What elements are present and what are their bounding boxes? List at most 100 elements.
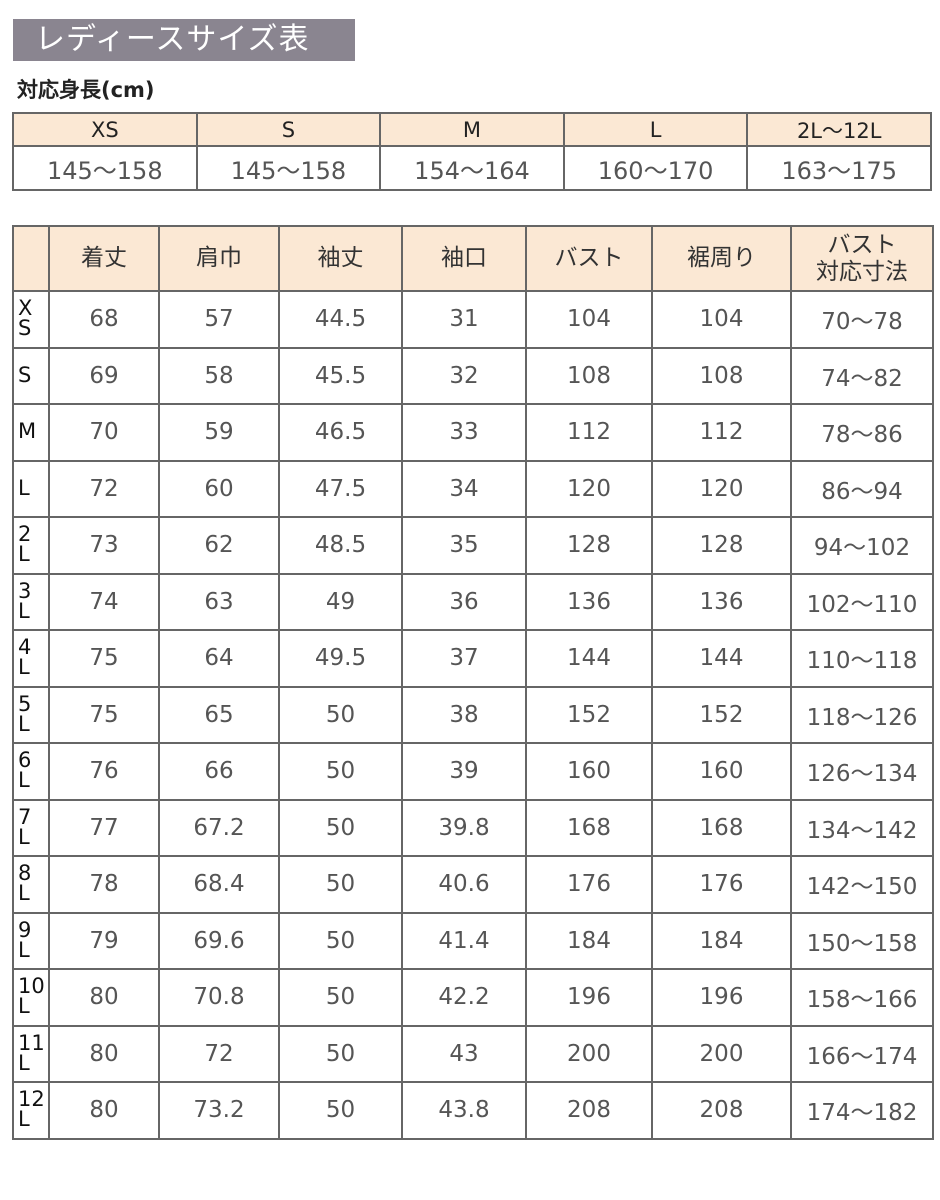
column-header	[12, 225, 50, 292]
measurement-cell: 112	[651, 403, 792, 462]
measurement-cell: 120	[525, 459, 653, 518]
measurement-cell: 76	[48, 742, 160, 801]
size-label: 3L	[12, 572, 50, 631]
measurement-cell: 78	[48, 855, 160, 914]
table-row: XS 68 57 44.5 31 104 104 70〜78	[12, 290, 934, 349]
measurement-cell: 102〜110	[790, 572, 934, 631]
measurement-cell: 72	[158, 1024, 280, 1083]
measurement-cell: 68	[48, 290, 160, 349]
measurement-cell: 50	[278, 1024, 403, 1083]
measurement-cell: 70	[48, 403, 160, 462]
measurement-cell: 110〜118	[790, 629, 934, 688]
height-range-cell: 160〜170	[562, 145, 749, 191]
table-row: 3L 74 63 49 36 136 136 102〜110	[12, 572, 934, 631]
measurement-cell: 184	[525, 911, 653, 970]
measurement-cell: 48.5	[278, 516, 403, 575]
measurement-cell: 41.4	[401, 911, 527, 970]
measurement-cell: 104	[525, 290, 653, 349]
measurement-cell: 176	[651, 855, 792, 914]
size-label: 10L	[12, 968, 50, 1027]
size-label-text: 10L	[18, 974, 45, 1019]
measurement-cell: 166〜174	[790, 1024, 934, 1083]
measurement-cell: 38	[401, 685, 527, 744]
measurement-cell: 64	[158, 629, 280, 688]
measurement-cell: 126〜134	[790, 742, 934, 801]
column-header: 着丈	[48, 225, 160, 292]
measurement-cell: 74	[48, 572, 160, 631]
measurement-cell: 59	[158, 403, 280, 462]
measurement-cell: 34	[401, 459, 527, 518]
measurement-cell: 45.5	[278, 346, 403, 405]
measurement-cell: 80	[48, 968, 160, 1027]
table-row: 11L 80 72 50 43 200 200 166〜174	[12, 1024, 934, 1083]
measurement-cell: 47.5	[278, 459, 403, 518]
measurement-cell: 134〜142	[790, 798, 934, 857]
measurement-cell: 32	[401, 346, 527, 405]
size-table: 着丈 肩巾 袖丈 袖口 バスト 裾周り バスト 対応寸法 XS 68 57 44.5 31 104 10…	[12, 225, 934, 1140]
size-label: L	[12, 459, 50, 518]
size-label: XS	[12, 290, 50, 349]
measurement-cell: 73.2	[158, 1081, 280, 1140]
size-label: 8L	[12, 855, 50, 914]
measurement-cell: 70〜78	[790, 290, 934, 349]
measurement-cell: 75	[48, 629, 160, 688]
column-header: 肩巾	[158, 225, 280, 292]
measurement-cell: 68.4	[158, 855, 280, 914]
measurement-cell: 50	[278, 1081, 403, 1140]
size-label: 7L	[12, 798, 50, 857]
table-row: L 72 60 47.5 34 120 120 86〜94	[12, 459, 934, 518]
measurement-cell: 160	[651, 742, 792, 801]
size-label: M	[12, 403, 50, 462]
measurement-cell: 43.8	[401, 1081, 527, 1140]
measurement-cell: 86〜94	[790, 459, 934, 518]
height-size-header: XS	[12, 112, 198, 147]
measurement-cell: 78〜86	[790, 403, 934, 462]
measurement-cell: 70.8	[158, 968, 280, 1027]
column-header: 袖丈	[278, 225, 403, 292]
measurement-cell: 80	[48, 1024, 160, 1083]
measurement-cell: 57	[158, 290, 280, 349]
measurement-cell: 196	[651, 968, 792, 1027]
measurement-cell: 168	[651, 798, 792, 857]
measurement-cell: 208	[651, 1081, 792, 1140]
measurement-cell: 136	[651, 572, 792, 631]
measurement-cell: 152	[525, 685, 653, 744]
size-label-text: 8L	[18, 861, 32, 906]
size-label: 2L	[12, 516, 50, 575]
measurement-cell: 63	[158, 572, 280, 631]
table-row: 6L 76 66 50 39 160 160 126〜134	[12, 742, 934, 801]
height-size-header: 2L〜12L	[746, 112, 932, 147]
measurement-cell: 94〜102	[790, 516, 934, 575]
measurement-cell: 184	[651, 911, 792, 970]
measurement-cell: 120	[651, 459, 792, 518]
size-label: 11L	[12, 1024, 50, 1083]
measurement-cell: 176	[525, 855, 653, 914]
measurement-cell: 75	[48, 685, 160, 744]
measurement-cell: 65	[158, 685, 280, 744]
measurement-cell: 67.2	[158, 798, 280, 857]
measurement-cell: 144	[651, 629, 792, 688]
measurement-cell: 144	[525, 629, 653, 688]
measurement-cell: 37	[401, 629, 527, 688]
size-label-text: S	[18, 362, 32, 387]
measurement-cell: 104	[651, 290, 792, 349]
measurement-cell: 200	[525, 1024, 653, 1083]
size-label: 6L	[12, 742, 50, 801]
height-size-header: S	[195, 112, 382, 147]
size-label-text: 9L	[18, 917, 32, 962]
measurement-cell: 108	[525, 346, 653, 405]
size-label-text: 3L	[18, 578, 32, 623]
size-label-text: 12L	[18, 1087, 45, 1132]
table-row: 7L 77 67.2 50 39.8 168 168 134〜142	[12, 798, 934, 857]
measurement-cell: 58	[158, 346, 280, 405]
height-table: XS S M L 2L〜12L 145〜158 145〜158 154〜164 160〜170…	[12, 112, 932, 191]
measurement-cell: 42.2	[401, 968, 527, 1027]
measurement-cell: 60	[158, 459, 280, 518]
measurement-cell: 74〜82	[790, 346, 934, 405]
measurement-cell: 128	[525, 516, 653, 575]
page-title: レディースサイズ表	[13, 19, 355, 61]
measurement-cell: 35	[401, 516, 527, 575]
measurement-cell: 50	[278, 855, 403, 914]
column-header: 裾周り	[651, 225, 792, 292]
column-header: バスト 対応寸法	[790, 225, 934, 292]
